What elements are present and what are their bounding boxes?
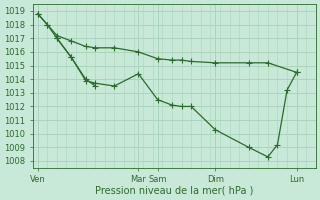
X-axis label: Pression niveau de la mer( hPa ): Pression niveau de la mer( hPa ) [95,186,253,196]
